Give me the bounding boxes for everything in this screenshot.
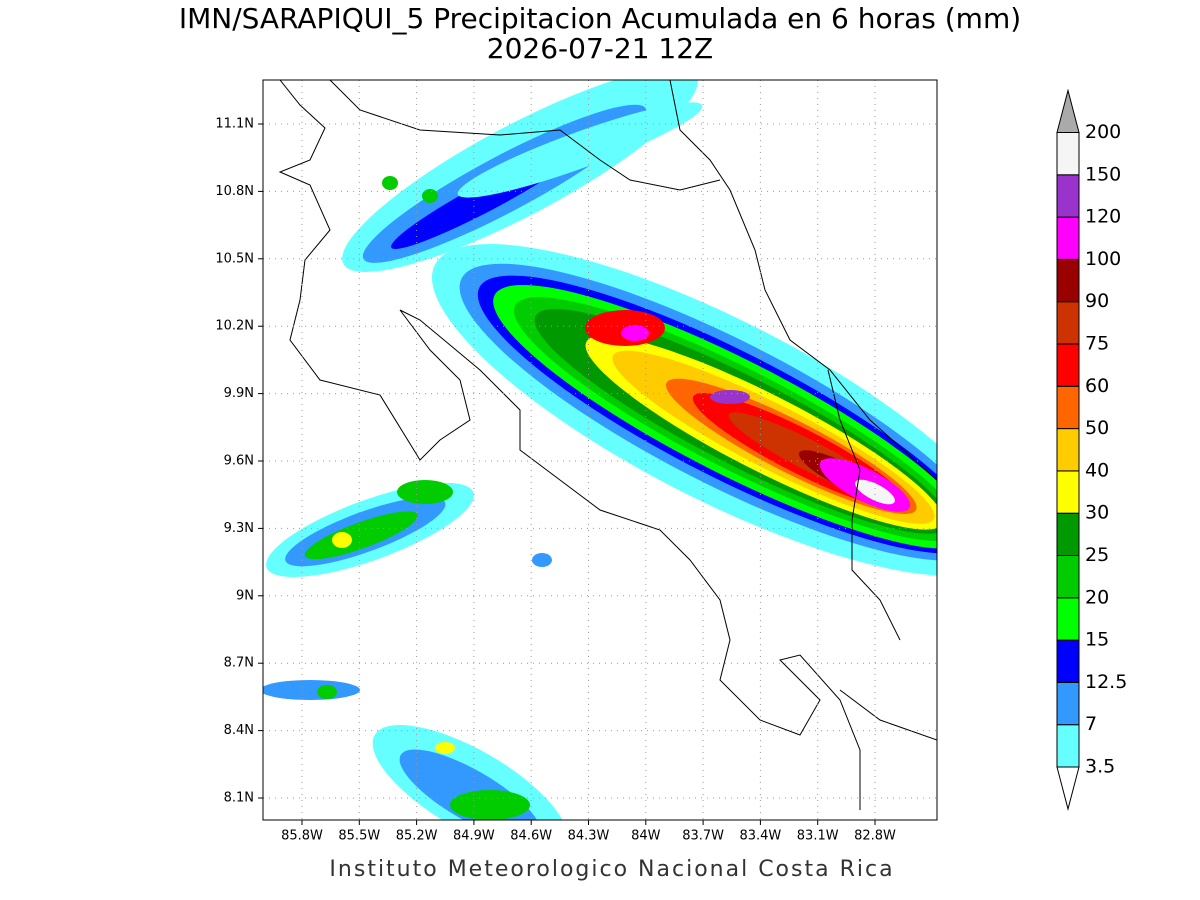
panama-border <box>827 369 901 641</box>
colorbar-label: 150 <box>1085 163 1121 185</box>
colorbar-segment <box>1056 428 1080 472</box>
colorbar-label: 15 <box>1085 629 1109 651</box>
colorbar-segment <box>1056 555 1080 599</box>
nicaragua-border <box>329 80 721 191</box>
lat-label: 9N <box>236 588 254 603</box>
lat-label: 10.2N <box>215 319 254 334</box>
lon-label: 82.8W <box>854 829 896 844</box>
lon-label: 83.1W <box>797 829 839 844</box>
lon-label: 85.2W <box>396 829 438 844</box>
shade <box>710 390 750 404</box>
shade <box>397 480 453 504</box>
lat-label: 8.7N <box>224 656 254 671</box>
colorbar-segment <box>1056 385 1080 430</box>
colorbar-segment <box>1056 470 1080 514</box>
lon-label: 83.7W <box>682 829 724 844</box>
lon-label: 84.3W <box>568 829 610 844</box>
colorbar-segment <box>1056 597 1080 641</box>
colorbar-segment <box>1056 724 1080 768</box>
main-band <box>431 244 937 576</box>
colorbar-label: 20 <box>1085 586 1109 608</box>
colorbar-over <box>1056 88 1080 133</box>
colorbar-label: 40 <box>1085 459 1109 481</box>
colorbar-label: 100 <box>1085 248 1121 270</box>
lat-label: 9.6N <box>224 454 254 469</box>
map-frame <box>262 79 938 821</box>
colorbar-label: 120 <box>1085 206 1121 228</box>
colorbar-label: 50 <box>1085 417 1109 439</box>
shade <box>422 189 438 203</box>
lon-label: 84.9W <box>453 829 495 844</box>
colorbar-label: 7 <box>1085 713 1097 735</box>
lat-label: 10.8N <box>215 184 254 199</box>
subtitle: 2026-07-21 12Z <box>487 32 713 65</box>
colorbar-segment <box>1056 343 1080 387</box>
lon-label: 85.8W <box>281 829 323 844</box>
colorbar-segment <box>1056 681 1080 726</box>
shade <box>317 685 337 699</box>
shade <box>382 176 398 190</box>
pacific-coast <box>278 80 861 810</box>
shade <box>457 102 703 198</box>
lat-label: 8.1N <box>224 791 254 806</box>
panama-coast <box>839 689 937 741</box>
shade <box>332 532 352 548</box>
lon-label: 84W <box>631 829 661 844</box>
grid: 11.1N 10.8N 10.5N 10.2N 9.9N 9.6N 9.3N 9N 8.7N 8.… <box>215 80 937 844</box>
title: IMN/SARAPIQUI_5 Precipitacion Acumulada … <box>179 2 1021 35</box>
colorbar-label: 30 <box>1085 502 1109 524</box>
lon-label: 83.4W <box>739 829 781 844</box>
lat-label: 11.1N <box>215 117 254 132</box>
lat-label: 9.3N <box>224 521 254 536</box>
colorbar-segment <box>1056 301 1080 345</box>
colorbar-segment <box>1056 174 1080 218</box>
lat-label: 10.5N <box>215 251 254 266</box>
caribbean-coast <box>669 80 937 481</box>
precip-field <box>263 80 937 820</box>
sw-band <box>266 482 474 578</box>
colorbar-label: 90 <box>1085 290 1109 312</box>
lat-label: 8.4N <box>224 723 254 738</box>
colorbar-segment <box>1056 512 1080 557</box>
lon-label: 84.6W <box>510 829 552 844</box>
colorbar-label: 25 <box>1085 544 1109 566</box>
colorbar-label: 75 <box>1085 333 1109 355</box>
colorbar-segment <box>1056 216 1080 260</box>
shade <box>435 742 455 754</box>
lat-label: 9.9N <box>224 386 254 401</box>
shade <box>304 511 418 560</box>
shade <box>532 553 552 567</box>
colorbar-label: 200 <box>1085 121 1121 143</box>
colorbar-segment <box>1056 258 1080 303</box>
colorbar: 3.5 7 12.5 15 20 25 30 40 50 60 75 90 100 120 150 200 <box>1056 88 1127 811</box>
footer: Instituto Meteorologico Nacional Costa R… <box>329 857 894 882</box>
colorbar-under <box>1056 766 1080 811</box>
shade <box>855 479 895 505</box>
colorbar-label: 60 <box>1085 375 1109 397</box>
shade <box>621 325 649 341</box>
colorbar-label: 12.5 <box>1085 671 1127 693</box>
lon-label: 85.5W <box>338 829 380 844</box>
colorbar-segment <box>1056 132 1080 176</box>
shade <box>450 790 530 820</box>
colorbar-label: 3.5 <box>1085 756 1115 778</box>
colorbar-segment <box>1056 639 1080 683</box>
shade <box>263 680 360 700</box>
